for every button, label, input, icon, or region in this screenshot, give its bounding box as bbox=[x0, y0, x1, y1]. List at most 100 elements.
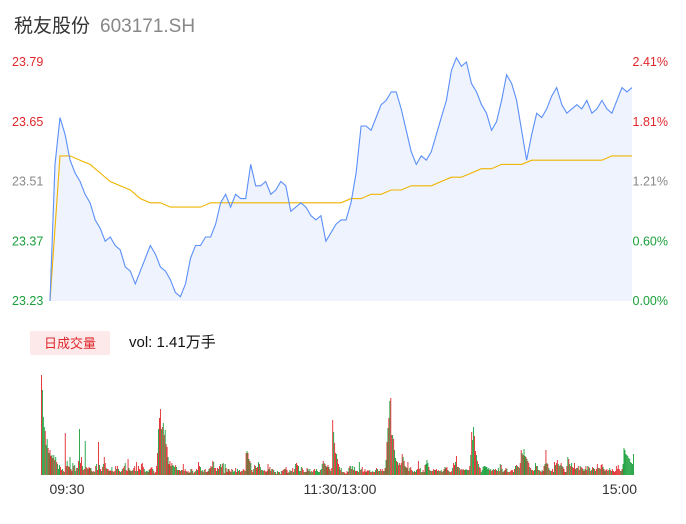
volume-bar bbox=[591, 470, 593, 475]
volume-bar bbox=[227, 469, 229, 475]
volume-bar bbox=[411, 470, 413, 475]
volume-bar bbox=[417, 461, 419, 475]
volume-bar bbox=[357, 472, 359, 475]
volume-bar bbox=[99, 465, 100, 475]
volume-bar bbox=[216, 471, 218, 475]
volume-bar bbox=[444, 467, 446, 475]
volume-bar bbox=[258, 462, 259, 475]
volume-bar bbox=[246, 451, 248, 475]
volume-bar bbox=[179, 470, 180, 475]
volume-bar bbox=[517, 467, 519, 475]
volume-bar bbox=[344, 473, 346, 475]
volume-bar bbox=[469, 466, 471, 475]
volume-bar bbox=[449, 472, 451, 475]
volume-bar bbox=[253, 469, 255, 475]
volume-bar bbox=[98, 442, 100, 475]
volume-bar bbox=[596, 464, 598, 475]
volume-bar bbox=[501, 469, 503, 475]
volume-bar bbox=[200, 471, 202, 475]
volume-bar bbox=[116, 469, 118, 475]
volume-bar bbox=[109, 470, 111, 475]
volume-bar bbox=[504, 470, 506, 475]
right-y-axis: 2.41% 1.81% 1.21% 0.60% 0.00% bbox=[633, 55, 668, 308]
volume-bar bbox=[121, 469, 123, 475]
volume-bar bbox=[445, 468, 447, 475]
volume-bar bbox=[55, 457, 57, 475]
volume-bar bbox=[271, 469, 273, 475]
volume-bar bbox=[249, 461, 251, 475]
volume-bar bbox=[625, 454, 627, 475]
volume-bar bbox=[336, 454, 337, 475]
time-tick-label: 15:00 bbox=[602, 481, 637, 497]
volume-bar bbox=[592, 467, 594, 475]
volume-bar bbox=[423, 472, 425, 475]
volume-bar bbox=[68, 467, 70, 475]
volume-bar bbox=[542, 471, 544, 475]
volume-bar bbox=[584, 469, 586, 475]
volume-bar bbox=[294, 469, 296, 475]
volume-bar bbox=[241, 471, 243, 475]
volume-bar bbox=[507, 472, 509, 475]
stock-code: 603171.SH bbox=[100, 16, 195, 37]
volume-bar bbox=[179, 471, 181, 475]
volume-bar bbox=[205, 472, 207, 475]
volume-bar bbox=[486, 467, 488, 475]
volume-bar bbox=[473, 427, 475, 475]
volume-bar bbox=[389, 401, 391, 475]
volume-bar bbox=[597, 468, 599, 475]
volume-bar bbox=[628, 458, 630, 475]
volume-bar bbox=[588, 467, 590, 475]
volume-bar bbox=[175, 465, 177, 475]
volume-bar bbox=[555, 465, 556, 475]
volume-bar bbox=[387, 428, 389, 475]
volume-bar bbox=[120, 471, 122, 475]
volume-bar bbox=[487, 469, 489, 475]
volume-bar bbox=[499, 464, 501, 475]
volume-bar bbox=[196, 469, 198, 475]
volume-bar bbox=[345, 474, 347, 475]
volume-bar bbox=[519, 463, 521, 475]
volume-bar bbox=[213, 462, 215, 475]
volume-bar bbox=[626, 455, 628, 475]
volume-bar bbox=[257, 467, 258, 475]
volume-bar bbox=[302, 470, 304, 475]
volume-bar bbox=[365, 472, 367, 475]
volume-bar bbox=[516, 466, 518, 475]
volume-bar bbox=[564, 472, 566, 475]
volume-bar bbox=[570, 466, 572, 475]
volume-bar bbox=[632, 464, 633, 475]
volume-bar bbox=[306, 468, 308, 475]
volume-bar bbox=[296, 463, 297, 475]
volume-bar bbox=[414, 471, 416, 475]
volume-bar bbox=[214, 468, 216, 475]
volume-bar bbox=[100, 471, 102, 475]
volume-bar bbox=[351, 469, 353, 475]
volume-bar bbox=[78, 461, 80, 475]
volume-bar bbox=[407, 462, 409, 475]
volume-bar bbox=[480, 472, 482, 475]
volume-bar bbox=[491, 471, 493, 475]
volume-bar bbox=[522, 455, 524, 475]
volume-bar bbox=[458, 468, 460, 475]
volume-bar bbox=[515, 466, 516, 475]
volume-bar bbox=[323, 463, 325, 475]
volume-bar bbox=[576, 468, 578, 475]
volume-bar bbox=[533, 471, 534, 475]
price-line bbox=[49, 56, 633, 302]
volume-bar bbox=[225, 468, 227, 475]
volume-bar bbox=[578, 470, 580, 475]
volume-bar bbox=[56, 462, 58, 475]
volume-badge-label: 日成交量 bbox=[44, 336, 96, 351]
volume-bar bbox=[461, 470, 463, 475]
volume-bar bbox=[321, 464, 323, 475]
volume-header: 日成交量 vol: 1.41万手 bbox=[30, 331, 216, 355]
volume-bar bbox=[377, 471, 379, 475]
volume-bar bbox=[108, 471, 110, 475]
volume-bar bbox=[610, 470, 612, 475]
volume-bar bbox=[54, 460, 56, 475]
volume-bar bbox=[629, 459, 631, 475]
volume-bar bbox=[481, 470, 483, 475]
volume-bar bbox=[247, 453, 249, 475]
volume-bar bbox=[353, 470, 355, 475]
